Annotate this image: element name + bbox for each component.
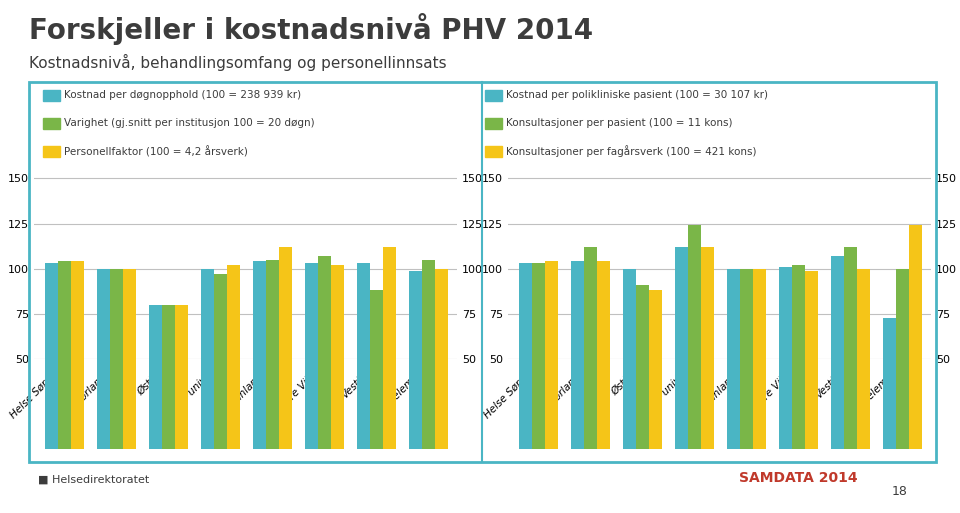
- Bar: [649, 290, 662, 449]
- Bar: [228, 265, 240, 449]
- Bar: [702, 247, 714, 449]
- Bar: [636, 285, 649, 449]
- Bar: [675, 247, 688, 449]
- Text: Forskjeller i kostnadsnivå PHV 2014: Forskjeller i kostnadsnivå PHV 2014: [29, 13, 593, 45]
- Bar: [533, 263, 545, 449]
- Bar: [202, 269, 214, 449]
- Bar: [909, 225, 923, 449]
- Bar: [266, 260, 279, 449]
- Bar: [214, 274, 228, 449]
- Y-axis label: Relativt nivå: Relativt nivå: [550, 225, 560, 304]
- Bar: [149, 305, 162, 449]
- Bar: [97, 269, 110, 449]
- Text: ■ Helsedirektoratet: ■ Helsedirektoratet: [38, 475, 150, 485]
- Bar: [805, 270, 818, 449]
- Text: Kostnad per polikliniske pasient (100 = 30 107 kr): Kostnad per polikliniske pasient (100 = …: [506, 90, 768, 100]
- Text: Kostnadsnivå, behandlingsomfang og personellinnsats: Kostnadsnivå, behandlingsomfang og perso…: [29, 54, 446, 71]
- Bar: [422, 260, 435, 449]
- Bar: [45, 263, 59, 449]
- Text: Konsultasjoner per fagårsverk (100 = 421 kons): Konsultasjoner per fagårsverk (100 = 421…: [506, 145, 756, 157]
- Bar: [623, 269, 636, 449]
- Bar: [688, 225, 702, 449]
- Bar: [780, 267, 792, 449]
- Text: Personellfaktor (100 = 4,2 årsverk): Personellfaktor (100 = 4,2 årsverk): [64, 146, 249, 157]
- Text: 18: 18: [891, 485, 907, 498]
- Bar: [305, 263, 318, 449]
- Bar: [754, 269, 766, 449]
- Bar: [571, 262, 585, 449]
- Bar: [831, 256, 844, 449]
- Bar: [71, 262, 84, 449]
- Bar: [370, 290, 383, 449]
- Bar: [383, 247, 396, 449]
- Bar: [110, 269, 123, 449]
- Bar: [175, 305, 188, 449]
- Bar: [896, 269, 909, 449]
- Bar: [409, 270, 422, 449]
- Bar: [162, 305, 175, 449]
- Bar: [883, 318, 896, 449]
- Text: Konsultasjoner per pasient (100 = 11 kons): Konsultasjoner per pasient (100 = 11 kon…: [506, 118, 732, 128]
- Bar: [331, 265, 344, 449]
- Text: Kostnad per døgnopphold (100 = 238 939 kr): Kostnad per døgnopphold (100 = 238 939 k…: [64, 90, 301, 100]
- Bar: [435, 269, 448, 449]
- Text: Varighet (gj.snitt per institusjon 100 = 20 døgn): Varighet (gj.snitt per institusjon 100 =…: [64, 118, 315, 128]
- Bar: [844, 247, 857, 449]
- Bar: [740, 269, 754, 449]
- Bar: [59, 262, 71, 449]
- Bar: [857, 269, 870, 449]
- Bar: [357, 263, 370, 449]
- Bar: [545, 262, 559, 449]
- Bar: [597, 262, 611, 449]
- Bar: [123, 269, 136, 449]
- Bar: [585, 247, 597, 449]
- Bar: [279, 247, 292, 449]
- Bar: [253, 262, 266, 449]
- Bar: [519, 263, 533, 449]
- Text: SAMDATA 2014: SAMDATA 2014: [739, 471, 858, 485]
- Bar: [728, 269, 740, 449]
- Bar: [792, 265, 805, 449]
- Bar: [318, 256, 331, 449]
